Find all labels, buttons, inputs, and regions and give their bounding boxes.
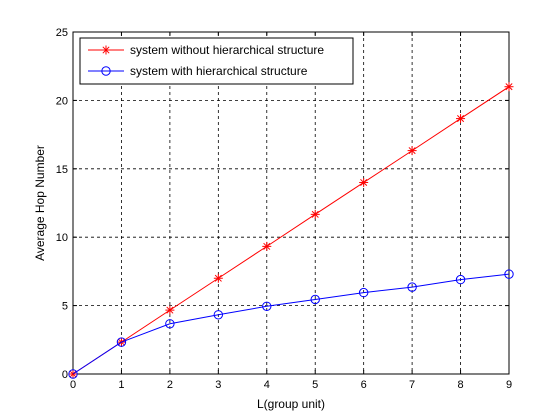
plot-area xyxy=(73,32,509,374)
series-line xyxy=(72,273,510,375)
legend: system without hierarchical structure sys… xyxy=(79,37,354,85)
x-tick-label: 2 xyxy=(167,379,173,391)
marker-stroke xyxy=(166,306,174,314)
legend-marker xyxy=(101,66,111,76)
data-point xyxy=(359,177,369,187)
x-tick-label: 0 xyxy=(70,379,76,391)
data-point xyxy=(165,305,175,315)
data-point xyxy=(213,310,224,320)
x-tick-label: 7 xyxy=(409,379,415,391)
data-point xyxy=(213,273,223,283)
data-point xyxy=(504,82,514,92)
series-line xyxy=(72,86,510,375)
grid-layer xyxy=(73,32,509,374)
data-point xyxy=(455,274,466,285)
x-tick-label: 4 xyxy=(264,379,270,391)
marker-stroke xyxy=(214,274,222,282)
marker-stroke xyxy=(102,46,110,54)
plot-frame xyxy=(72,31,510,375)
data-point xyxy=(310,209,320,219)
data-point xyxy=(407,146,417,156)
x-tick-label: 5 xyxy=(312,379,318,391)
y-tick-label: 10 xyxy=(56,232,68,244)
legend-entries: system without hierarchical structure sys… xyxy=(88,43,324,78)
legend-marker xyxy=(101,45,111,55)
legend-box xyxy=(79,37,354,85)
data-point xyxy=(68,369,78,379)
x-tick-label: 1 xyxy=(118,379,124,391)
y-tick-label: 5 xyxy=(62,301,68,313)
x-tick-label: 3 xyxy=(215,379,221,391)
legend-label: system without hierarchical structure xyxy=(130,43,324,57)
marker-stroke xyxy=(457,115,465,123)
ticks-layer: 0 1 2 3 4 5 6 7 8 9 0 5 10 15 20 25 xyxy=(56,27,512,391)
x-tick-label: 6 xyxy=(361,379,367,391)
x-axis-label: L(group unit) xyxy=(257,397,325,411)
marker-stroke xyxy=(505,83,513,91)
y-axis-label: Average Hop Number xyxy=(33,145,47,261)
x-tick-label: 9 xyxy=(506,379,512,391)
data-point xyxy=(310,294,320,305)
data-point xyxy=(262,241,272,251)
data-point xyxy=(116,337,127,347)
series-1 xyxy=(68,82,514,379)
y-tick-label: 25 xyxy=(56,27,68,39)
legend-entry-1: system without hierarchical structure xyxy=(88,43,324,57)
series-2 xyxy=(68,269,514,379)
y-tick-label: 15 xyxy=(56,164,68,176)
legend-entry-2: system with hierarchical structure xyxy=(88,64,308,78)
marker-stroke xyxy=(360,178,368,187)
marker-stroke xyxy=(311,210,319,218)
x-tick-label: 8 xyxy=(457,379,463,391)
data-point xyxy=(407,282,417,292)
data-point xyxy=(262,301,272,311)
data-point xyxy=(165,319,175,329)
legend-label: system with hierarchical structure xyxy=(130,64,308,78)
data-point xyxy=(358,287,369,298)
y-tick-label: 0 xyxy=(62,369,68,381)
series-layer xyxy=(68,82,514,379)
y-tick-label: 20 xyxy=(56,95,68,107)
data-point xyxy=(504,269,514,279)
data-point xyxy=(456,114,466,124)
marker-stroke xyxy=(408,147,416,155)
marker-stroke xyxy=(263,242,271,250)
